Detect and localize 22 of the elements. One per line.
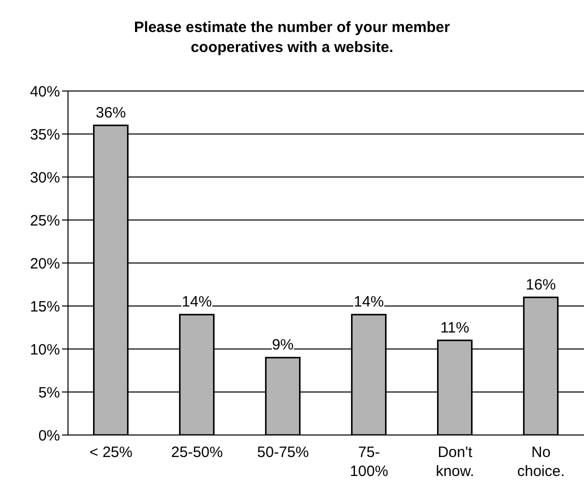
- data-label: 9%: [272, 336, 294, 354]
- y-tick-label: 30%: [30, 169, 60, 186]
- y-tick-label: 0%: [38, 427, 60, 444]
- x-tick-label: No choice.: [517, 444, 565, 480]
- data-label: 11%: [440, 319, 470, 336]
- x-tick-label: 25-50%: [171, 444, 223, 461]
- y-tick-label: 35%: [30, 126, 60, 144]
- x-tick-label: 50-75%: [257, 444, 309, 461]
- x-tick-label: Don't know.: [436, 444, 474, 480]
- data-label: 36%: [96, 104, 126, 122]
- data-label: 14%: [182, 294, 212, 311]
- x-tick-label: < 25%: [90, 444, 132, 461]
- y-tick-label: 40%: [30, 83, 60, 100]
- y-tick-label: 10%: [30, 341, 60, 358]
- x-tick-label: 75- 100%: [350, 444, 388, 480]
- y-tick-label: 25%: [30, 212, 60, 230]
- chart-title: Please estimate the number of your member cooperatives with a website.: [133, 18, 451, 58]
- data-label: 14%: [354, 294, 384, 311]
- y-tick-label: 5%: [38, 384, 60, 402]
- data-label: 16%: [526, 276, 556, 294]
- y-tick-label: 20%: [30, 255, 60, 272]
- y-tick-label: 15%: [30, 298, 60, 316]
